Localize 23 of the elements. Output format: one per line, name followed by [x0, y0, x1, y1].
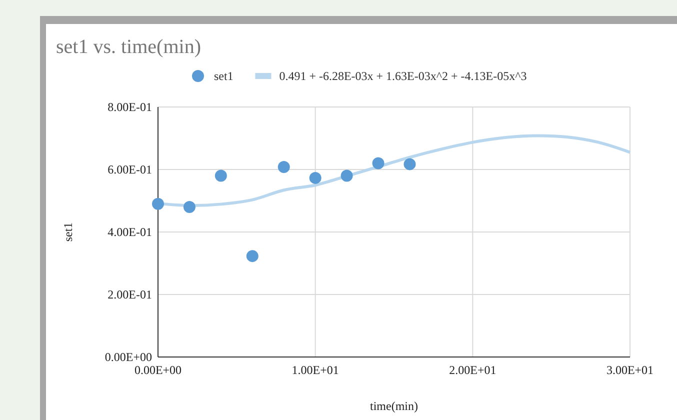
y-tick-label: 0.00E+00 — [104, 350, 152, 364]
point — [214, 170, 227, 182]
y-tick-label: 4.00E-01 — [108, 225, 152, 239]
point — [309, 172, 322, 184]
x-tick-label: 3.00E+01 — [606, 363, 654, 377]
point — [404, 158, 416, 170]
legend-label: 0.491 + -6.28E-03x + 1.63E-03x^2 + -4.13E-05x^3 — [279, 69, 527, 83]
y-axis-title: set1 — [61, 222, 75, 242]
y-tick-label: 6.00E-01 — [108, 162, 152, 176]
point — [152, 198, 164, 210]
x-tick-label: 1.00E+01 — [292, 363, 339, 377]
chart-title: set1 vs. time(min) — [56, 36, 201, 58]
legend-label: set1 — [214, 69, 234, 83]
point — [183, 201, 196, 213]
y-tick-label: 2.00E-01 — [108, 288, 152, 302]
x-axis-title: time(min) — [370, 399, 418, 413]
point — [278, 161, 290, 173]
x-tick-label: 2.00E+01 — [449, 363, 496, 377]
point — [246, 250, 258, 262]
x-tick-label: 0.00E+00 — [134, 363, 182, 377]
y-tick-label: 8.00E-01 — [108, 100, 152, 114]
point — [372, 157, 384, 170]
point — [340, 170, 353, 182]
